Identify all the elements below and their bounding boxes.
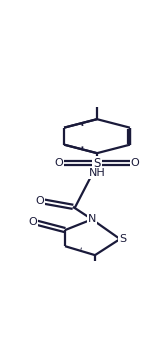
Text: S: S bbox=[119, 234, 126, 244]
Text: O: O bbox=[28, 217, 37, 227]
Text: S: S bbox=[93, 157, 101, 170]
Text: NH: NH bbox=[89, 168, 105, 178]
Text: O: O bbox=[131, 158, 139, 168]
Text: O: O bbox=[35, 196, 44, 206]
Text: N: N bbox=[88, 214, 96, 224]
Text: O: O bbox=[55, 158, 63, 168]
